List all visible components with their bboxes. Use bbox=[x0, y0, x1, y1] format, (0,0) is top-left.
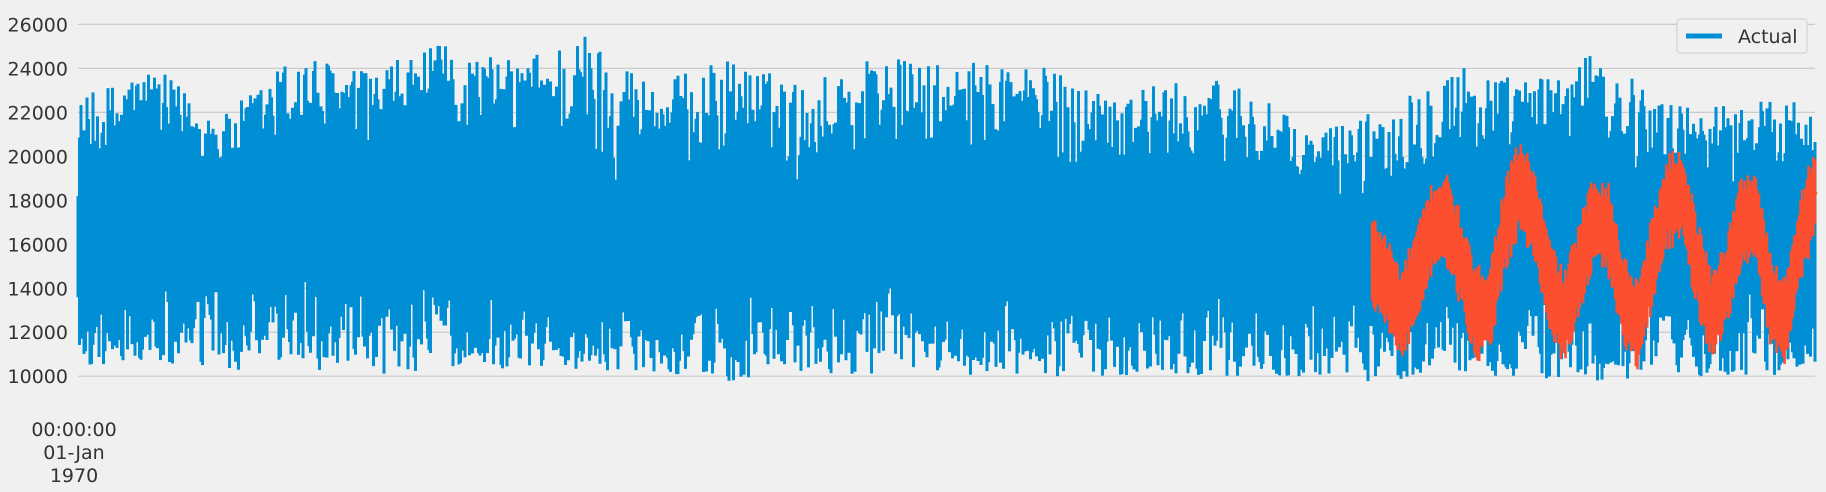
y-tick-label: 18000 bbox=[8, 190, 68, 212]
series-prediction-line bbox=[1370, 178, 1818, 333]
x-tick-label-line3: 1970 bbox=[50, 465, 98, 487]
legend: Actual bbox=[1676, 18, 1808, 54]
y-tick-label: 24000 bbox=[8, 58, 68, 80]
x-tick-label-line2: 01-Jan bbox=[43, 442, 104, 464]
x-axis-tick: 00:00:00 01-Jan 1970 bbox=[31, 419, 116, 487]
x-tick-label-line1: 00:00:00 bbox=[31, 419, 116, 441]
y-tick-label: 12000 bbox=[8, 322, 68, 344]
y-tick-label: 16000 bbox=[8, 234, 68, 256]
legend-box bbox=[1676, 18, 1808, 54]
y-tick-label: 20000 bbox=[8, 146, 68, 168]
plot-area bbox=[76, 36, 1818, 382]
y-tick-label: 14000 bbox=[8, 278, 68, 300]
y-tick-label: 10000 bbox=[8, 366, 68, 388]
y-tick-label: 22000 bbox=[8, 102, 68, 124]
series-actual-line bbox=[76, 204, 1817, 265]
legend-label-actual: Actual bbox=[1738, 26, 1798, 48]
y-tick-label: 26000 bbox=[8, 14, 68, 36]
y-axis-tick-labels: 10000 12000 14000 16000 18000 20000 22000 24000… bbox=[8, 14, 68, 388]
